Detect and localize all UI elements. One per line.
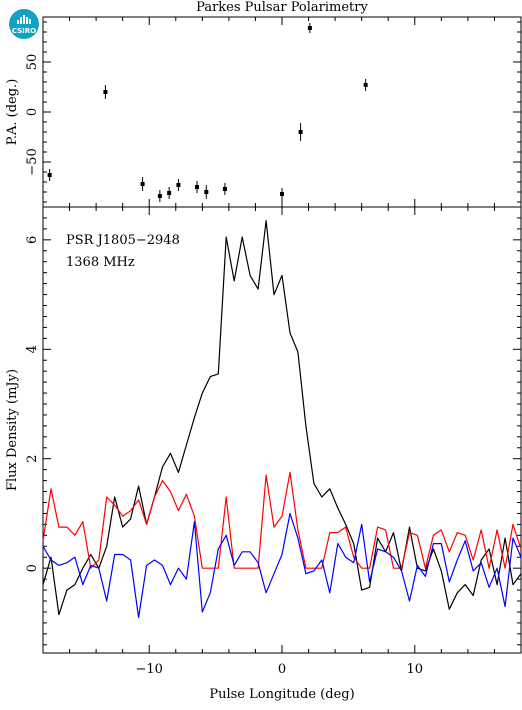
- pa-point: [157, 190, 162, 202]
- pa-point: [298, 123, 303, 141]
- flux-ytick-label: 2: [25, 455, 40, 463]
- csiro-logo-icon: [17, 15, 31, 24]
- flux-xlabel: Pulse Longitude (deg): [209, 687, 354, 702]
- flux-panel-frame: [42, 206, 522, 654]
- flux-xtick-label: 0: [278, 662, 286, 677]
- flux-ytick-label: 0: [25, 564, 40, 572]
- pa-ytick-label: 50: [25, 54, 40, 71]
- flux-series-line: [42, 512, 522, 619]
- pa-ytick-label: −50: [25, 148, 40, 175]
- pa-point: [204, 185, 209, 199]
- flux-ticks: 0 2 4 6 −10 0 10: [25, 207, 522, 677]
- pa-point: [307, 23, 312, 33]
- pa-ylabel: P.A. (deg.): [5, 79, 20, 146]
- flux-density-panel: 0 2 4 6 −10 0 10 PSR J1805−2948 1368 MHz Flux …: [5, 206, 522, 702]
- pa-point: [280, 188, 284, 200]
- pa-points: [47, 23, 368, 202]
- source-name-annotation: PSR J1805−2948: [66, 233, 180, 248]
- flux-series-line: [42, 471, 522, 569]
- pa-panel-frame: [42, 16, 522, 208]
- flux-ytick-label: 4: [25, 345, 40, 353]
- pa-ytick-label: 0: [25, 108, 40, 116]
- pa-point: [47, 169, 52, 181]
- position-angle-panel: −50 0 50 P.A. (deg.): [5, 16, 522, 208]
- pa-point: [363, 79, 368, 91]
- pa-point: [176, 179, 181, 191]
- pa-point: [167, 187, 172, 199]
- csiro-logo: CSIRO: [9, 9, 39, 39]
- pa-point: [195, 181, 200, 193]
- pa-ticks: −50 0 50: [25, 17, 522, 207]
- flux-xtick-label: 10: [407, 662, 424, 677]
- flux-ylabel: Flux Density (mJy): [5, 369, 20, 491]
- pa-point: [222, 183, 227, 195]
- flux-ytick-label: 6: [25, 236, 40, 244]
- chart-title: Parkes Pulsar Polarimetry: [196, 0, 368, 15]
- flux-series-line: [42, 220, 522, 616]
- flux-xtick-label: −10: [136, 662, 163, 677]
- csiro-logo-text: CSIRO: [11, 27, 37, 35]
- pa-point: [103, 85, 108, 99]
- frequency-annotation: 1368 MHz: [66, 255, 135, 270]
- flux-lines: [42, 220, 522, 619]
- pa-point: [140, 177, 145, 191]
